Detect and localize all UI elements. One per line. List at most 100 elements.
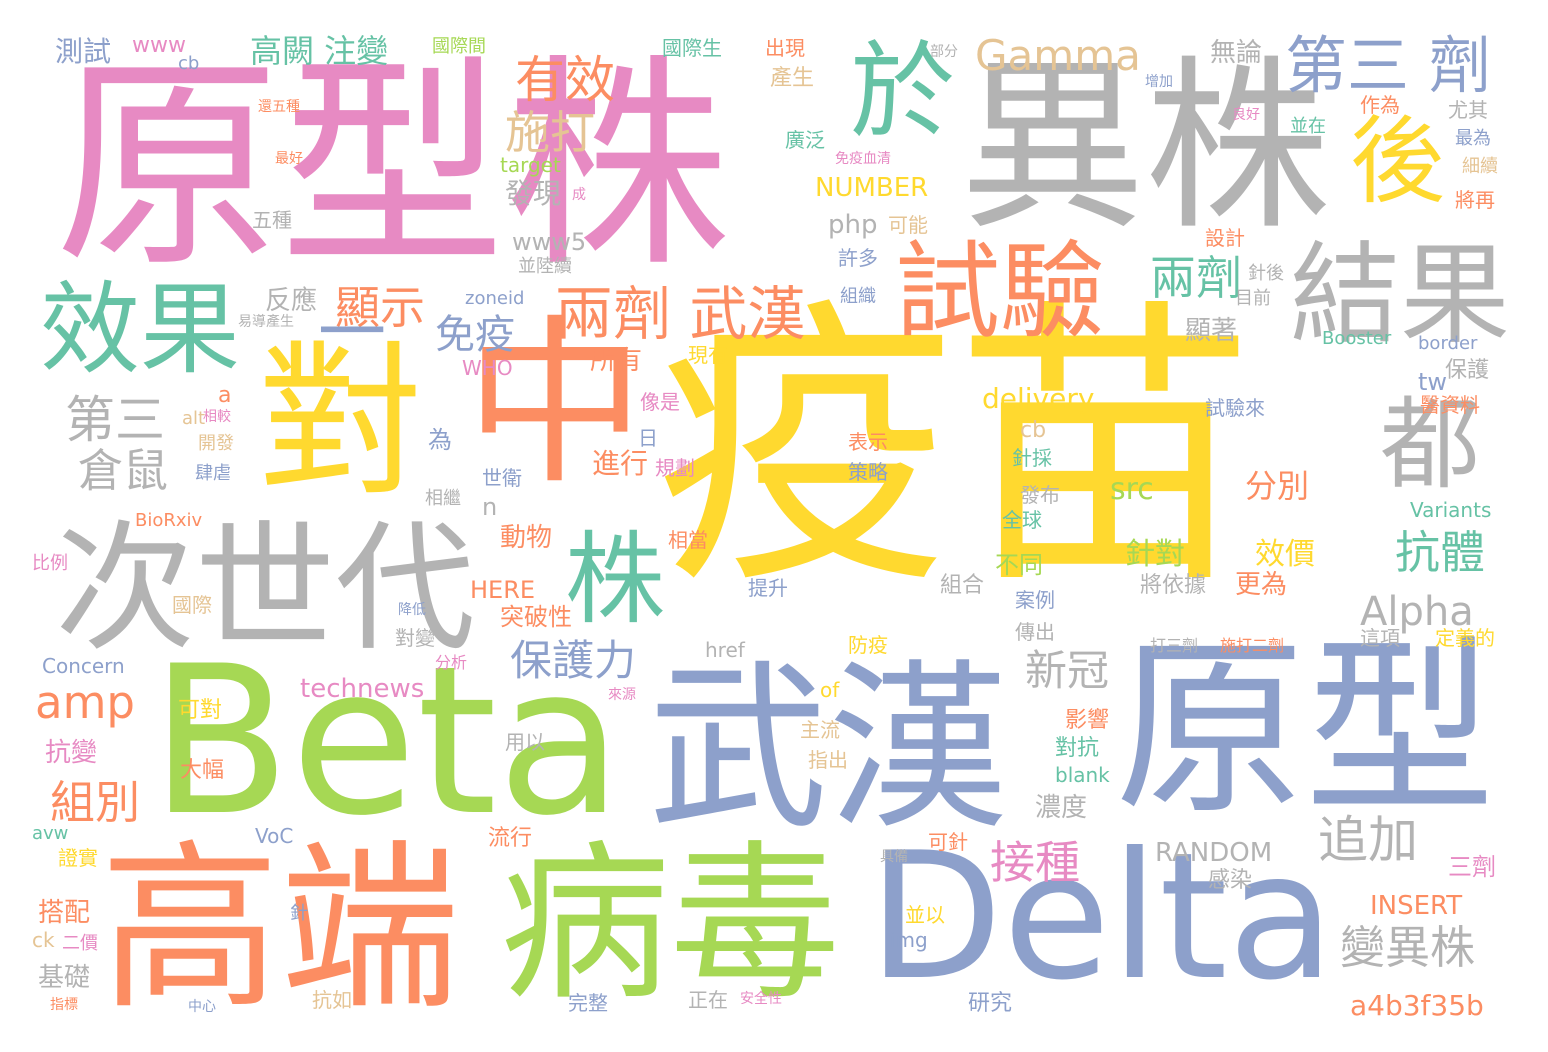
word-yingxiang: 影響 [1065, 708, 1110, 733]
word-zhongxin: 中心 [188, 999, 216, 1015]
word-yimiao: 疫苗 [655, 275, 1255, 624]
word-bingyi: 並以 [905, 903, 945, 927]
word-shiyan: 試驗 [895, 231, 1106, 353]
word-zhengzai: 正在 [688, 988, 728, 1012]
word-baohuli: 保護力 [510, 636, 637, 685]
word-zhong: 中 [465, 300, 646, 509]
word-disanji: 第三 劑 [1285, 29, 1491, 102]
word-yuanxing: 原型 [1115, 619, 1496, 840]
word-booster: Booster [1322, 328, 1392, 349]
word-zhexiang: 這項 [1360, 626, 1400, 650]
word-youxiao: 有效 [515, 51, 615, 109]
word-yi: 一 [318, 294, 387, 373]
word-dingyide: 定義的 [1435, 626, 1495, 650]
word-liangji-wuhan: 兩劑 武漢 [555, 280, 806, 348]
word-www: www [132, 33, 186, 58]
word-kaifa: 開發 [198, 433, 234, 454]
word-concern: Concern [42, 654, 125, 678]
word-zhende: 將依據 [1140, 573, 1207, 598]
word-zubie: 組別 [50, 776, 141, 829]
word-bufen: 部分 [930, 44, 958, 60]
word-nongdu: 濃度 [1035, 793, 1088, 823]
word-a: a [218, 383, 232, 408]
word-anli: 案例 [1015, 588, 1055, 612]
word-butong: 不同 [995, 551, 1043, 579]
word-here: HERE [470, 576, 536, 604]
word-blank: blank [1055, 763, 1110, 787]
word-mianyixueqing: 免疫血清 [835, 151, 891, 167]
word-dou: 都 [1380, 386, 1480, 503]
word-zhibiao: 指標 [50, 997, 78, 1013]
word-faxian: 發現 [505, 177, 562, 210]
word-jiangzai: 將再 [1455, 188, 1495, 212]
word-php: php [828, 210, 878, 240]
word-youqi: 尤其 [1448, 98, 1488, 122]
word-quanqiu: 全球 [1002, 508, 1042, 532]
word-kangti: 抗體 [1395, 526, 1486, 579]
word-guojijian: 國際間 [432, 36, 486, 57]
word-chuanchu: 傳出 [1015, 620, 1055, 644]
word-laiyuan: 來源 [608, 687, 636, 703]
word-hou: 後 [1350, 107, 1446, 217]
word-zhen: 針 [290, 903, 308, 924]
word-canshu: 倉鼠 [78, 444, 169, 497]
word-alpha: Alpha [1360, 589, 1474, 635]
word-xiaoguo: 效果 [40, 271, 240, 388]
word-zhenhou: 針後 [1248, 263, 1284, 284]
word-insert: INSERT [1370, 891, 1463, 921]
word-keneng: 可能 [888, 213, 928, 237]
word-bingluxu: 並陸續 [518, 256, 572, 277]
word-jichu: 基礎 [38, 963, 91, 993]
word-kangru: 抗如 [312, 988, 352, 1012]
word-zuihao: 最好 [275, 151, 303, 167]
word-xiangxian: 相繼 [425, 488, 461, 509]
word-yuanxingzhu: 原型株 [55, 36, 730, 298]
word-zuiwei: 最為 [1455, 128, 1491, 149]
word-zhu: 株 [565, 521, 665, 638]
word-target: target [500, 153, 561, 177]
word-fenbie: src [1110, 472, 1154, 507]
word-zhuliu: 主流 [800, 718, 840, 742]
word-guoji: 國際 [172, 593, 212, 617]
word-sinue: 肆虐 [195, 463, 231, 484]
word-ganran: 感染 [1208, 868, 1253, 893]
word-who: WHO [462, 356, 513, 380]
word-xiankao: 顯著 [1185, 316, 1238, 346]
word-disan: 第三 [65, 391, 165, 449]
word-jiangyiju: 更為 [1235, 570, 1288, 600]
word-number: NUMBER [815, 173, 929, 203]
word-gaoduan: 高端 [100, 825, 461, 1034]
word-keduei: 可對 [178, 698, 223, 723]
word-bingji: 具備 [880, 849, 908, 865]
word-zhichu: 指出 [808, 748, 848, 772]
word-xuxu: 細續 [1462, 156, 1498, 177]
word-cheng: 成 [572, 187, 586, 203]
word-bili: 比例 [32, 553, 68, 574]
word-delivery: delivery [982, 382, 1095, 415]
word-duibian: 對變 [395, 626, 435, 650]
word-yu: 於 [850, 31, 956, 153]
word-duikang: 對抗 [1055, 736, 1100, 761]
word-jiangdi: 降低 [398, 602, 426, 618]
word-ceshi: 測試 [55, 35, 112, 68]
word-yanjiu: 研究 [968, 991, 1013, 1016]
word-www5: www5 [512, 228, 587, 256]
word-erjia: 二價 [62, 933, 98, 954]
word-xiangshi: 像是 [640, 390, 680, 414]
word-avw: avw [32, 823, 69, 844]
word-xiaojia: 針對 [1125, 537, 1185, 572]
word-beta: Beta [150, 623, 623, 861]
word-href: href [705, 638, 745, 662]
word-wuzhong: 五種 [252, 208, 292, 232]
word-mianyi: 免疫 [435, 312, 515, 358]
word-src: cb [178, 53, 200, 74]
word-shidaerji: 施打二劑 [1220, 636, 1285, 655]
word-xiangjiao: 相較 [203, 409, 231, 425]
word-dasanji: 打三劑 [1150, 636, 1199, 655]
word-xinguan: 新冠 [1025, 646, 1110, 695]
word-zhengshi: 證實 [58, 846, 98, 870]
word-cishidai: 次世代 [55, 508, 476, 671]
word-tupoxing: 突破性 [500, 603, 572, 631]
word-xuduo: 許多 [838, 246, 878, 270]
word-delta: Delta [868, 816, 1335, 1019]
